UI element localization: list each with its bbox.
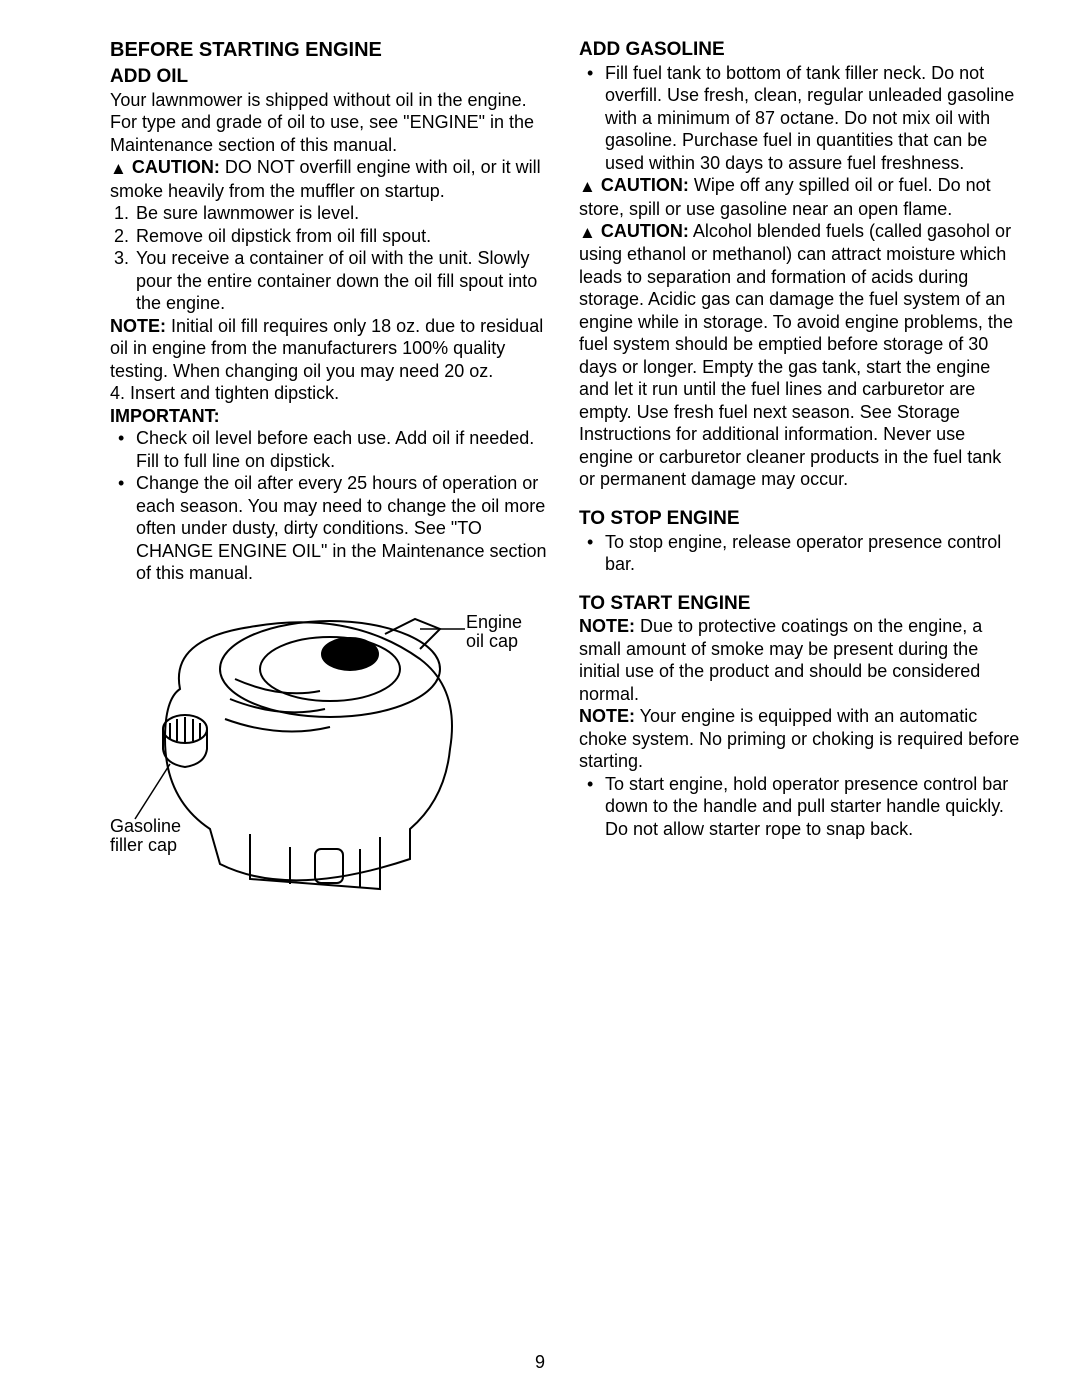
warning-icon: ▲: [579, 222, 596, 243]
caution-label: CAUTION:: [601, 175, 689, 195]
note-label: NOTE:: [110, 316, 166, 336]
oil-steps: Be sure lawnmower is level. Remove oil d…: [110, 202, 551, 315]
heading-before-starting: BEFORE STARTING ENGINE: [110, 38, 551, 63]
caution-overfill: ▲ CAUTION: DO NOT overfill engine with o…: [110, 156, 551, 202]
start-note1: NOTE: Due to protective coatings on the …: [579, 615, 1020, 705]
manual-page: BEFORE STARTING ENGINE ADD OIL Your lawn…: [0, 0, 1080, 919]
warning-icon: ▲: [579, 176, 596, 197]
oil-step-3: You receive a container of oil with the …: [134, 247, 551, 315]
note-text: Initial oil fill requires only 18 oz. du…: [110, 316, 543, 381]
label-oil-cap: Engine oil cap: [466, 613, 522, 653]
gas-list: Fill fuel tank to bottom of tank filler …: [579, 62, 1020, 175]
stop-list: To stop engine, release operator presenc…: [579, 531, 1020, 576]
left-column: BEFORE STARTING ENGINE ADD OIL Your lawn…: [110, 38, 551, 919]
important-item-2: Change the oil after every 25 hours of o…: [128, 472, 551, 585]
caution-spill: ▲ CAUTION: Wipe off any spilled oil or f…: [579, 174, 1020, 220]
caution-text: Alcohol blended fuels (called gasohol or…: [579, 221, 1013, 489]
important-label-text: IMPORTANT:: [110, 406, 220, 426]
oil-step-2: Remove oil dipstick from oil fill spout.: [134, 225, 551, 248]
stop-bullet: To stop engine, release operator presenc…: [597, 531, 1020, 576]
note-text: Due to protective coatings on the engine…: [579, 616, 982, 704]
heading-stop-engine: TO STOP ENGINE: [579, 507, 1020, 531]
note-label: NOTE:: [579, 706, 635, 726]
important-item-1: Check oil level before each use. Add oil…: [128, 427, 551, 472]
start-list: To start engine, hold operator presence …: [579, 773, 1020, 841]
add-oil-intro: Your lawnmower is shipped without oil in…: [110, 89, 551, 157]
oil-step-4: 4. Insert and tighten dipstick.: [110, 382, 551, 405]
warning-icon: ▲: [110, 158, 127, 179]
label-gas-cap: Gasoline filler cap: [110, 817, 181, 857]
right-column: ADD GASOLINE Fill fuel tank to bottom of…: [579, 38, 1020, 919]
start-bullet: To start engine, hold operator presence …: [597, 773, 1020, 841]
page-number: 9: [0, 1351, 1080, 1374]
oil-step-1: Be sure lawnmower is level.: [134, 202, 551, 225]
caution-label: CAUTION:: [601, 221, 689, 241]
caution-alcohol: ▲ CAUTION: Alcohol blended fuels (called…: [579, 220, 1020, 491]
heading-add-gasoline: ADD GASOLINE: [579, 38, 1020, 62]
start-note2: NOTE: Your engine is equipped with an au…: [579, 705, 1020, 773]
gas-bullet: Fill fuel tank to bottom of tank filler …: [597, 62, 1020, 175]
important-label: IMPORTANT:: [110, 405, 551, 428]
note-text: Your engine is equipped with an automati…: [579, 706, 1019, 771]
note-label: NOTE:: [579, 616, 635, 636]
caution-label: CAUTION:: [132, 157, 220, 177]
important-list: Check oil level before each use. Add oil…: [110, 427, 551, 585]
oil-note: NOTE: Initial oil fill requires only 18 …: [110, 315, 551, 383]
heading-start-engine: TO START ENGINE: [579, 592, 1020, 616]
engine-figure: Engine oil cap Gasoline filler cap: [110, 599, 551, 919]
heading-add-oil: ADD OIL: [110, 65, 551, 89]
